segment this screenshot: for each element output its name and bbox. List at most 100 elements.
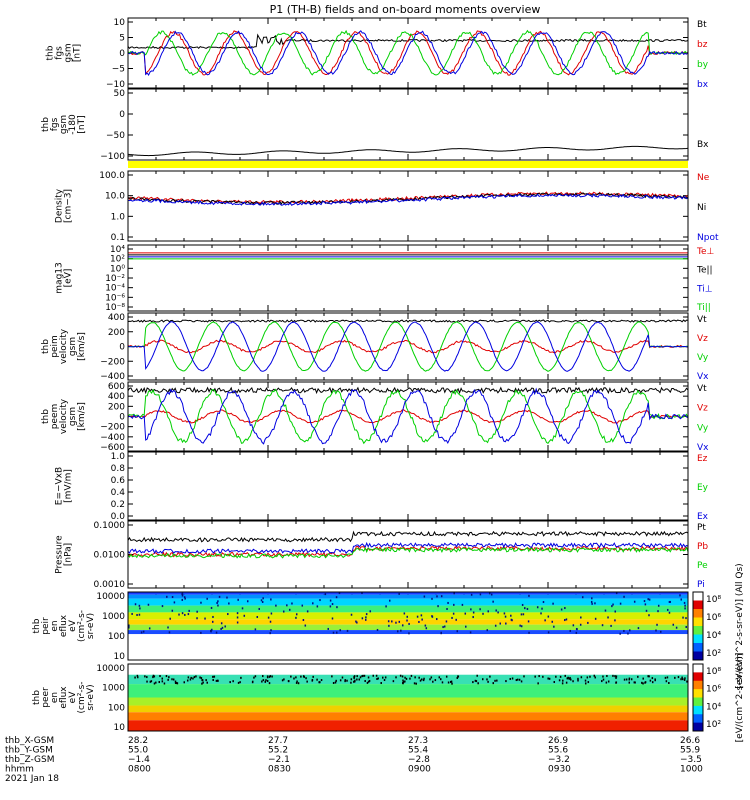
heatmap-speck	[649, 679, 652, 682]
heatmap-speck	[564, 619, 566, 622]
heatmap-speck	[410, 674, 413, 677]
heatmap-speck	[445, 620, 448, 623]
heatmap-speck	[148, 627, 151, 630]
heatmap-speck	[291, 602, 293, 605]
heatmap-speck	[211, 620, 214, 623]
series-group	[128, 252, 688, 260]
heatmap-speck	[375, 674, 378, 677]
ylabel-line: thb	[41, 339, 51, 354]
heatmap-speck	[625, 678, 628, 681]
heatmap-speck	[665, 680, 668, 683]
heatmap-speck	[398, 620, 401, 623]
heatmap-speck	[183, 681, 186, 684]
heatmap-speck	[623, 678, 626, 681]
heatmap-speck	[615, 676, 617, 679]
heatmap-speck	[630, 678, 633, 681]
heatmap-speck	[464, 612, 467, 615]
heatmap-speck	[423, 677, 425, 680]
heatmap-speck	[505, 622, 507, 625]
heatmap-band	[128, 594, 688, 599]
heatmap-speck	[163, 682, 166, 685]
heatmap-speck	[469, 631, 472, 634]
heatmap-speck	[520, 625, 523, 628]
heatmap-speck	[312, 675, 314, 678]
legend-label: Bx	[697, 140, 709, 150]
heatmap-speck	[602, 675, 604, 678]
heatmap-speck	[461, 603, 464, 606]
heatmap-speck	[339, 679, 342, 682]
ylabel-line: peim	[50, 335, 60, 358]
orbit-value: 27.3	[408, 736, 428, 746]
heatmap-speck	[558, 679, 561, 682]
heatmap-speck	[366, 681, 369, 684]
heatmap-speck	[136, 674, 139, 677]
heatmap-speck	[682, 616, 684, 619]
heatmap-speck	[668, 682, 670, 685]
legend-label: Vx	[697, 372, 709, 382]
legend-label: Vx	[697, 443, 709, 453]
heatmap-speck	[380, 682, 382, 685]
heatmap-speck	[492, 600, 494, 603]
legend-label: Vz	[697, 404, 708, 414]
heatmap-speck	[408, 622, 410, 625]
heatmap-speck	[350, 678, 353, 681]
heatmap-speck	[666, 608, 669, 611]
heatmap-speck	[138, 613, 141, 616]
panel-frame	[127, 381, 689, 452]
ylabel-line: en	[50, 692, 60, 703]
heatmap-speck	[406, 615, 409, 618]
heatmap-speck	[647, 675, 649, 678]
heatmap-speck	[149, 680, 152, 683]
y-tick-label: 50	[114, 89, 126, 99]
heatmap-speck	[472, 681, 474, 684]
ylabel-line: thb	[41, 117, 51, 132]
heatmap-speck	[553, 681, 556, 684]
heatmap-band	[128, 697, 688, 706]
heatmap-speck	[518, 678, 521, 681]
heatmap-speck	[316, 678, 318, 681]
heatmap-speck	[456, 630, 459, 633]
heatmap-speck	[295, 616, 297, 619]
y-tick-label: 0.8	[111, 464, 126, 474]
heatmap-speck	[495, 609, 497, 612]
heatmap-speck	[382, 676, 384, 679]
heatmap-speck	[534, 675, 536, 678]
legend-label: Vt	[697, 384, 707, 394]
heatmap-speck	[365, 613, 368, 616]
colorbar-tick-label: 10⁶	[706, 613, 721, 623]
heatmap-speck	[547, 677, 549, 680]
ylabel-line: [km/s]	[77, 332, 87, 361]
heatmap-speck	[237, 681, 240, 684]
panel-frame	[127, 451, 689, 521]
y-tick-label: 100.0	[99, 171, 125, 181]
heatmap-speck	[445, 675, 448, 678]
heatmap-speck	[152, 674, 155, 677]
heatmap-speck	[587, 681, 590, 684]
heatmap-speck	[453, 603, 455, 606]
heatmap-speck	[358, 678, 360, 681]
heatmap-speck	[642, 682, 644, 685]
heatmap-speck	[178, 613, 180, 616]
ylabel-line: velocity	[59, 398, 69, 434]
heatmap-speck	[128, 626, 130, 629]
heatmap-speck	[479, 608, 481, 611]
heatmap-speck	[213, 675, 216, 678]
heatmap-speck	[220, 627, 222, 630]
heatmap-speck	[615, 681, 618, 684]
heatmap-speck	[486, 629, 489, 632]
heatmap-speck	[187, 676, 190, 679]
heatmap-speck	[680, 678, 682, 681]
heatmap-speck	[470, 593, 473, 596]
panel-frame	[127, 88, 689, 161]
heatmap-speck	[660, 630, 662, 633]
panel-3: Density[cm−3] 100.0 10.0 1.0 0.1 Ne Ni Npot	[55, 170, 719, 243]
series-group	[127, 530, 689, 559]
heatmap-speck	[356, 675, 358, 678]
panel-ylabel: Density[cm−3]	[55, 188, 74, 223]
heatmap-speck	[356, 621, 358, 624]
heatmap-speck	[364, 618, 367, 621]
heatmap-speck	[402, 681, 405, 684]
panel-frame	[127, 591, 689, 661]
orbit-value: 55.4	[408, 746, 428, 756]
